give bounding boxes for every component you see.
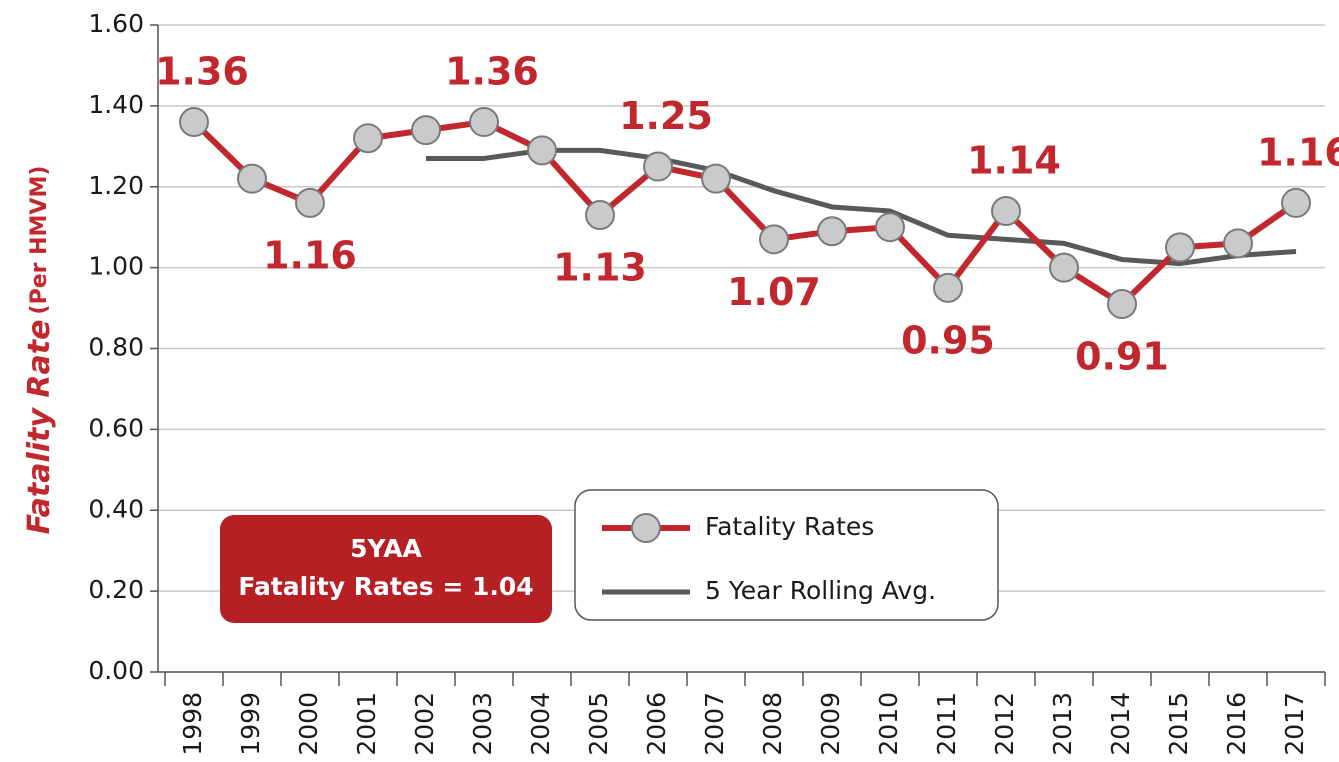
x-tick-label: 2008 xyxy=(758,692,787,756)
x-tick-label: 1999 xyxy=(236,692,265,756)
marker xyxy=(585,200,615,231)
marker xyxy=(759,224,789,255)
data-label: 1.07 xyxy=(727,270,821,314)
y-axis-label: Fatality Rate (Per HMVM) xyxy=(22,166,57,535)
y-label-main: Fatality Rate xyxy=(22,320,57,535)
legend-box xyxy=(574,489,999,621)
x-tick-label: 2010 xyxy=(874,692,903,756)
y-tick-label: 1.20 xyxy=(88,171,144,200)
marker xyxy=(1107,289,1137,320)
marker xyxy=(933,272,963,303)
y-tick-label: 0.00 xyxy=(88,656,144,685)
x-tick-label: 2002 xyxy=(410,692,439,756)
marker xyxy=(411,115,441,146)
y-tick-label: 0.20 xyxy=(88,575,144,604)
marker xyxy=(817,216,847,247)
x-tick-label: 2014 xyxy=(1106,692,1135,756)
data-label: 1.36 xyxy=(155,50,249,94)
x-tick-label: 2012 xyxy=(990,692,1019,756)
data-label: 1.16 xyxy=(263,233,357,277)
y-label-note: (Per HMVM) xyxy=(27,166,52,315)
x-tick-label: 2004 xyxy=(526,692,555,756)
legend-label: Fatality Rates xyxy=(705,512,874,541)
data-label: 1.13 xyxy=(553,246,647,290)
marker xyxy=(643,151,673,182)
x-tick-label: 2011 xyxy=(932,692,961,756)
x-tick-label: 2001 xyxy=(352,692,381,756)
annotation-box xyxy=(220,515,552,623)
data-label: 1.25 xyxy=(619,94,713,138)
series-line xyxy=(426,147,1297,267)
marker xyxy=(1165,232,1195,263)
data-label: 1.14 xyxy=(967,139,1061,183)
x-tick-label: 2003 xyxy=(468,692,497,756)
x-tick-label: 2015 xyxy=(1164,692,1193,756)
data-label: 1.16 xyxy=(1257,130,1339,174)
marker xyxy=(353,123,383,154)
marker xyxy=(1281,187,1311,218)
marker xyxy=(991,196,1021,227)
x-tick-label: 2000 xyxy=(294,692,323,756)
y-tick-label: 1.60 xyxy=(88,9,144,38)
marker xyxy=(1223,228,1253,259)
x-tick-label: 1998 xyxy=(178,692,207,756)
marker xyxy=(179,107,209,138)
x-tick-label: 2017 xyxy=(1280,692,1309,756)
y-tick-label: 0.80 xyxy=(88,333,144,362)
marker xyxy=(1049,252,1079,283)
y-tick-label: 1.40 xyxy=(88,90,144,119)
x-tick-label: 2013 xyxy=(1048,692,1077,756)
x-tick-label: 2009 xyxy=(816,692,845,756)
legend-label: 5 Year Rolling Avg. xyxy=(705,576,936,605)
data-label: 0.91 xyxy=(1075,335,1169,379)
y-tick-label: 1.00 xyxy=(88,252,144,281)
annotation-text: Fatality Rates = 1.04 xyxy=(238,572,533,601)
legend-marker xyxy=(631,513,661,543)
marker xyxy=(875,212,905,243)
marker xyxy=(527,135,557,166)
x-tick-label: 2016 xyxy=(1222,692,1251,756)
x-tick-label: 2007 xyxy=(700,692,729,756)
x-tick-label: 2005 xyxy=(584,692,613,756)
marker xyxy=(701,163,731,194)
data-label: 0.95 xyxy=(901,318,995,362)
annotation-text: 5YAA xyxy=(350,534,422,563)
y-tick-label: 0.60 xyxy=(88,413,144,442)
data-label: 1.36 xyxy=(445,50,539,94)
marker xyxy=(469,107,499,138)
marker xyxy=(237,163,267,194)
y-tick-label: 0.40 xyxy=(88,494,144,523)
x-tick-label: 2006 xyxy=(642,692,671,756)
marker xyxy=(295,187,325,218)
